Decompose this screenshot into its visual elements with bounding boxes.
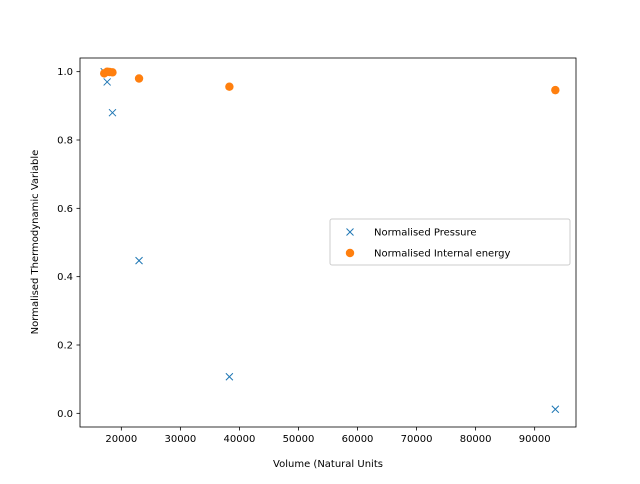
- internal-energy-point: [225, 82, 234, 91]
- y-tick-label: 1.0: [57, 67, 73, 78]
- y-axis-ticks: 0.0 0.2 0.4 0.6 0.8 1.0: [57, 67, 80, 420]
- y-tick-label: 0.8: [57, 136, 73, 147]
- plot-frame: [79, 57, 577, 428]
- x-axis-ticks: 20000 30000 40000 50000 60000 70000 80000 90000: [105, 427, 551, 445]
- x-tick-label: 50000: [283, 434, 315, 445]
- x-tick-label: 30000: [164, 434, 196, 445]
- legend: Normalised Pressure Normalised Internal e…: [329, 218, 571, 266]
- pressure-point: [103, 78, 112, 86]
- y-tick-label: 0.2: [57, 341, 73, 352]
- legend-x-marker: [346, 228, 354, 236]
- y-axis-label: Normalised Thermodynamic Variable: [30, 150, 41, 335]
- x-axis-label: Volume (Natural Units: [273, 459, 383, 470]
- pressure-point: [108, 108, 117, 117]
- legend-label: Normalised Internal energy: [374, 249, 510, 260]
- legend-circle-marker: [345, 248, 355, 258]
- internal-energy-point: [551, 85, 560, 95]
- internal-energy-point: [134, 74, 144, 83]
- pressure-point: [551, 405, 560, 414]
- x-tick-label: 90000: [519, 434, 551, 445]
- pressure-point: [225, 372, 234, 381]
- x-tick-label: 20000: [105, 434, 137, 445]
- y-tick-label: 0.6: [57, 204, 73, 215]
- data-marks: [100, 67, 560, 414]
- y-tick-label: 0.4: [57, 272, 73, 283]
- pressure-point: [135, 256, 143, 265]
- y-tick-label: 0.0: [57, 409, 73, 420]
- legend-box: [329, 218, 571, 266]
- x-tick-label: 70000: [401, 434, 433, 445]
- internal-energy-point: [108, 68, 117, 77]
- x-tick-label: 80000: [460, 434, 492, 445]
- legend-label: Normalised Pressure: [374, 228, 477, 239]
- x-tick-label: 40000: [224, 434, 256, 445]
- x-tick-label: 60000: [342, 434, 374, 445]
